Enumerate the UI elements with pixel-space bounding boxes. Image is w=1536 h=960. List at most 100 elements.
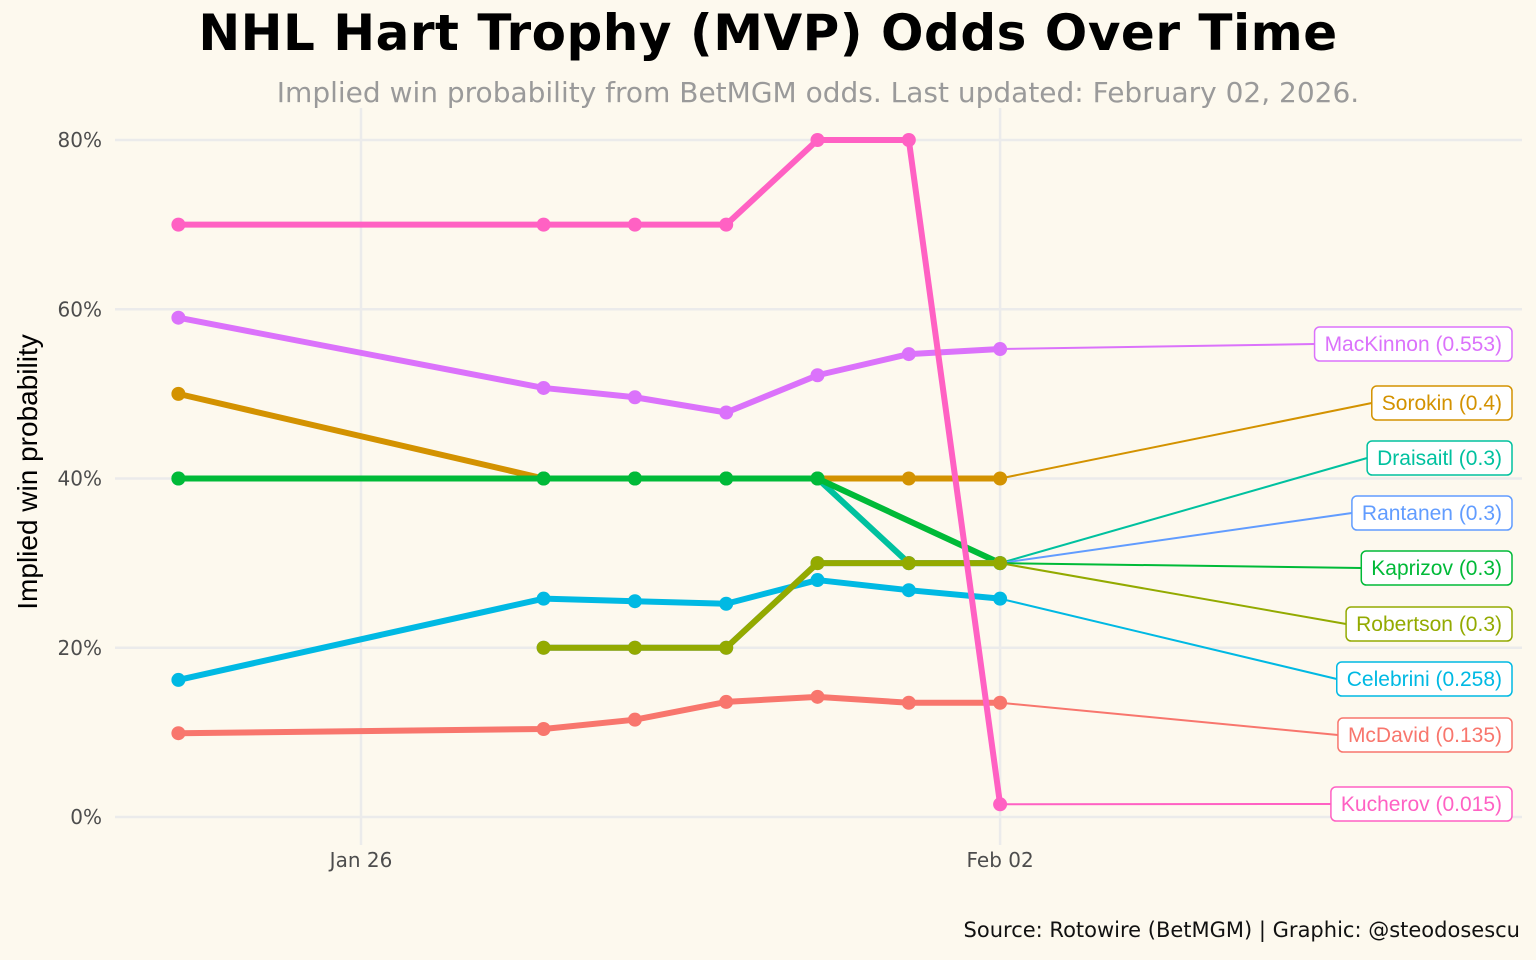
series-mackinnon [171,310,1008,420]
label-box [1336,661,1513,697]
data-point [993,695,1008,710]
data-point [993,797,1008,812]
label-box [1371,385,1513,421]
data-point [719,596,734,611]
label-robertson: Robertson (0.3) [1345,606,1513,642]
data-point [171,217,186,232]
label-mcdavid: McDavid (0.135) [1337,717,1513,753]
label-text: Kaprizov (0.3) [1371,557,1502,580]
x-axis: Jan 26 Feb 02 [328,848,1034,872]
label-text: Draisaitl (0.3) [1377,447,1502,470]
source-caption: Source: Rotowire (BetMGM) | Graphic: @st… [963,918,1520,942]
y-tick-label: 20% [58,636,102,660]
label-connector [1000,701,1339,736]
data-point [993,591,1008,606]
series-kucherov [171,133,1008,812]
data-point [993,471,1008,486]
data-point [627,471,642,486]
data-point [719,640,734,655]
data-point [901,556,916,571]
series-mcdavid [171,689,1008,741]
x-tick-label: Jan 26 [328,848,393,872]
data-point [901,695,916,710]
label-connector [1000,562,1362,569]
data-point [810,689,825,704]
data-point [901,347,916,362]
series-line [175,137,1004,808]
series-sorokin [171,386,1008,486]
y-tick-label: 60% [58,297,102,321]
data-point [171,386,186,401]
label-sorokin: Sorokin (0.4) [1371,385,1513,421]
label-box [1337,717,1513,753]
data-point [810,556,825,571]
label-connector [999,457,1368,565]
data-point [719,405,734,420]
data-point [171,310,186,325]
label-text: Sorokin (0.4) [1382,392,1502,415]
data-point [810,368,825,383]
label-text: Celebrini (0.258) [1347,668,1502,691]
label-text: McDavid (0.135) [1348,724,1502,747]
data-point [627,594,642,609]
data-point [627,712,642,727]
label-text: Robertson (0.3) [1356,613,1502,636]
data-point [810,573,825,588]
label-celebrini: Celebrini (0.258) [1336,661,1513,697]
label-connector [999,512,1353,565]
label-text: Rantanen (0.3) [1362,502,1502,525]
series-line [175,693,1004,737]
data-point [627,640,642,655]
label-rantanen: Rantanen (0.3) [1351,495,1513,531]
label-kaprizov: Kaprizov (0.3) [1360,550,1513,586]
data-point [536,471,551,486]
label-connector [1000,343,1315,351]
data-point [536,380,551,395]
data-point [993,556,1008,571]
x-tick-label: Feb 02 [966,848,1033,872]
label-box [1366,440,1513,476]
data-point [627,217,642,232]
label-connectors [999,343,1372,806]
series-line [175,577,1004,683]
data-point [810,471,825,486]
series-draisaitl [171,471,1008,571]
data-point [627,390,642,405]
data-point [719,694,734,709]
direct-labels: MacKinnon (0.553) Sorokin (0.4) Draisaitl … [1313,326,1513,822]
y-axis-label: Implied win probability [12,334,43,609]
data-point [901,133,916,147]
label-box [1345,606,1513,642]
series-lines [171,133,1008,812]
label-connector [999,402,1372,480]
label-box [1330,786,1513,822]
data-point [171,471,186,486]
data-point [901,583,916,598]
label-kucherov: Kucherov (0.015) [1330,786,1513,822]
data-point [901,471,916,486]
series-line [540,560,1004,651]
data-point [536,591,551,606]
y-tick-label: 80% [58,128,102,152]
data-point [719,471,734,486]
series-celebrini [171,573,1008,687]
label-text: Kucherov (0.015) [1341,793,1502,816]
label-box [1360,550,1513,586]
y-tick-label: 40% [58,467,102,491]
data-point [536,721,551,736]
data-point [536,640,551,655]
series-kaprizov [171,471,1008,571]
data-point [810,133,825,147]
data-point [536,217,551,232]
label-text: MacKinnon (0.553) [1325,333,1502,356]
label-connector [999,562,1347,625]
y-tick-label: 0% [70,805,102,829]
data-point [993,342,1008,357]
series-line [175,390,1004,482]
label-box [1351,495,1513,531]
data-point [171,672,186,687]
y-axis: 0% 20% 40% 60% 80% [58,128,102,829]
series-line [175,475,1004,567]
data-point [719,217,734,232]
label-box [1313,326,1513,362]
